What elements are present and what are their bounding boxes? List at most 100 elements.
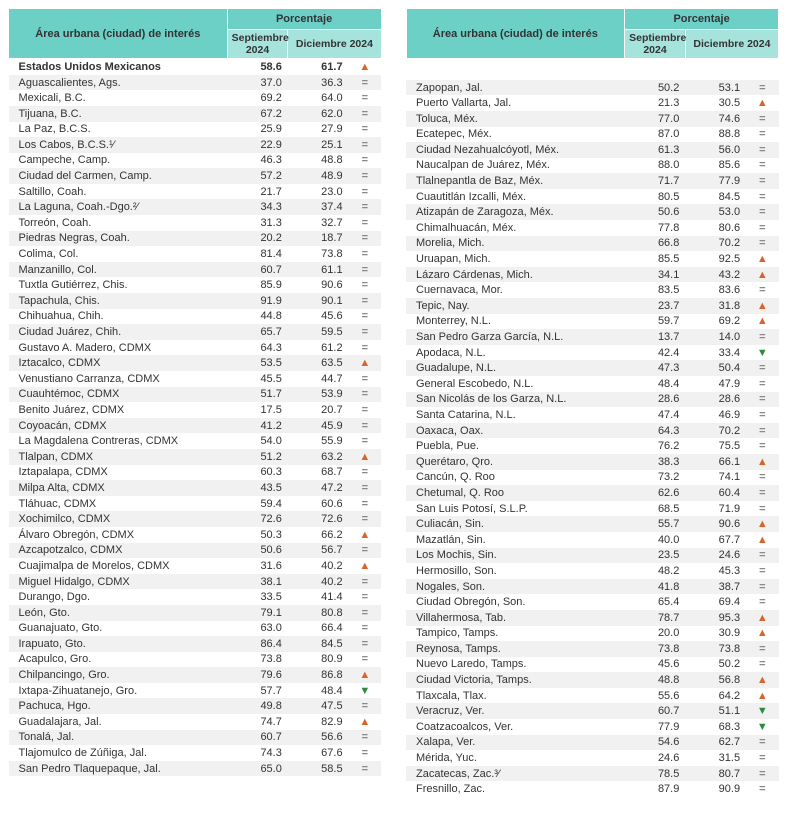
table-row: Chetumal, Q. Roo62.660.4= — [406, 485, 779, 501]
sep-value: 77.9 — [625, 719, 686, 735]
dec-value: 45.9 — [288, 418, 349, 434]
city-name: León, Gto. — [9, 605, 228, 621]
dec-value: 68.3 — [685, 719, 746, 735]
dec-value: 83.6 — [685, 282, 746, 298]
sep-value: 49.8 — [227, 698, 288, 714]
city-name: Tlalpan, CDMX — [9, 449, 228, 465]
sep-value: 48.8 — [625, 672, 686, 688]
trend-eq-icon: = — [349, 215, 381, 231]
trend-eq-icon: = — [349, 480, 381, 496]
dec-value: 62.7 — [685, 735, 746, 751]
trend-eq-icon: = — [746, 501, 778, 517]
table-row: Morelia, Mich.66.870.2= — [406, 236, 779, 252]
table-row: León, Gto.79.180.8= — [9, 605, 382, 621]
city-name: Xalapa, Ver. — [406, 735, 625, 751]
sep-value: 31.3 — [227, 215, 288, 231]
trend-eq-icon: = — [349, 652, 381, 668]
dec-value: 66.4 — [288, 621, 349, 637]
dec-value: 60.6 — [288, 496, 349, 512]
city-name: Uruapan, Mich. — [406, 251, 625, 267]
trend-eq-icon: = — [349, 761, 381, 777]
city-name: Manzanillo, Col. — [9, 262, 228, 278]
table-row: Tlalpan, CDMX51.263.2▲ — [9, 449, 382, 465]
sep-value: 41.8 — [625, 579, 686, 595]
sep-value: 87.0 — [625, 127, 686, 143]
sep-value: 21.7 — [227, 184, 288, 200]
table-row: Estados Unidos Mexicanos58.661.7▲ — [9, 59, 382, 75]
th-pct: Porcentaje — [227, 9, 381, 30]
table-row: Querétaro, Qro.38.366.1▲ — [406, 454, 779, 470]
tbody-left: Estados Unidos Mexicanos58.661.7▲Aguasca… — [9, 59, 382, 777]
trend-eq-icon: = — [746, 204, 778, 220]
dec-value: 50.2 — [685, 657, 746, 673]
sep-value: 54.0 — [227, 433, 288, 449]
city-name: Santa Catarina, N.L. — [406, 407, 625, 423]
trend-eq-icon: = — [349, 122, 381, 138]
table-row: Cuernavaca, Mor.83.583.6= — [406, 282, 779, 298]
city-name: Mazatlán, Sin. — [406, 532, 625, 548]
sep-value: 41.2 — [227, 418, 288, 434]
table-row: La Laguna, Coah.-Dgo.²⁄34.337.4= — [9, 199, 382, 215]
sep-value: 65.4 — [625, 594, 686, 610]
dec-value: 30.9 — [685, 626, 746, 642]
dec-value: 63.2 — [288, 449, 349, 465]
city-name: Coatzacoalcos, Ver. — [406, 719, 625, 735]
dec-value: 69.4 — [685, 594, 746, 610]
table-row: Mexicali, B.C.69.264.0= — [9, 90, 382, 106]
city-name: Tapachula, Chis. — [9, 293, 228, 309]
dec-value: 82.9 — [288, 714, 349, 730]
trend-eq-icon: = — [746, 470, 778, 486]
dec-value: 67.7 — [685, 532, 746, 548]
table-row: Gustavo A. Madero, CDMX64.361.2= — [9, 340, 382, 356]
trend-eq-icon: = — [349, 621, 381, 637]
table-row: Ecatepec, Méx.87.088.8= — [406, 127, 779, 143]
city-name: Guanajuato, Gto. — [9, 621, 228, 637]
tables-wrap: Área urbana (ciudad) de interés Porcenta… — [8, 8, 779, 797]
sep-value: 20.0 — [625, 626, 686, 642]
city-name: Torreón, Coah. — [9, 215, 228, 231]
dec-value: 25.1 — [288, 137, 349, 153]
sep-value: 45.5 — [227, 371, 288, 387]
trend-eq-icon: = — [746, 127, 778, 143]
table-row: Durango, Dgo.33.541.4= — [9, 589, 382, 605]
table-row: Toluca, Méx.77.074.6= — [406, 111, 779, 127]
trend-up-icon: ▲ — [746, 298, 778, 314]
sep-value: 47.3 — [625, 360, 686, 376]
sep-value: 28.6 — [625, 392, 686, 408]
dec-value: 73.8 — [685, 641, 746, 657]
trend-up-icon: ▲ — [746, 251, 778, 267]
sep-value: 23.5 — [625, 548, 686, 564]
city-name: Coyoacán, CDMX — [9, 418, 228, 434]
city-name: Estados Unidos Mexicanos — [9, 59, 228, 75]
trend-eq-icon: = — [349, 745, 381, 761]
city-name: Iztacalco, CDMX — [9, 355, 228, 371]
trend-eq-icon: = — [746, 735, 778, 751]
sep-value: 44.8 — [227, 309, 288, 325]
table-row: Tuxtla Gutiérrez, Chis.85.990.6= — [9, 277, 382, 293]
sep-value: 24.6 — [625, 750, 686, 766]
trend-eq-icon: = — [746, 189, 778, 205]
trend-eq-icon: = — [746, 766, 778, 782]
dec-value: 47.9 — [685, 376, 746, 392]
trend-down-icon: ▼ — [746, 703, 778, 719]
sep-value: 55.6 — [625, 688, 686, 704]
trend-eq-icon: = — [349, 605, 381, 621]
trend-eq-icon: = — [746, 485, 778, 501]
dec-value: 36.3 — [288, 75, 349, 91]
dec-value: 44.7 — [288, 371, 349, 387]
city-name: Tlalnepantla de Baz, Méx. — [406, 173, 625, 189]
trend-eq-icon: = — [746, 392, 778, 408]
city-name: Colima, Col. — [9, 246, 228, 262]
table-row: Coyoacán, CDMX41.245.9= — [9, 418, 382, 434]
sep-value: 43.5 — [227, 480, 288, 496]
city-name: Campeche, Camp. — [9, 153, 228, 169]
city-name: Mexicali, B.C. — [9, 90, 228, 106]
city-name: Naucalpan de Juárez, Méx. — [406, 158, 625, 174]
table-row: Puebla, Pue.76.275.5= — [406, 438, 779, 454]
left-col: Área urbana (ciudad) de interés Porcenta… — [8, 8, 382, 797]
table-row: Nuevo Laredo, Tamps.45.650.2= — [406, 657, 779, 673]
sep-value: 77.8 — [625, 220, 686, 236]
sep-value: 33.5 — [227, 589, 288, 605]
city-name: Nogales, Son. — [406, 579, 625, 595]
table-row: Tlalnepantla de Baz, Méx.71.777.9= — [406, 173, 779, 189]
